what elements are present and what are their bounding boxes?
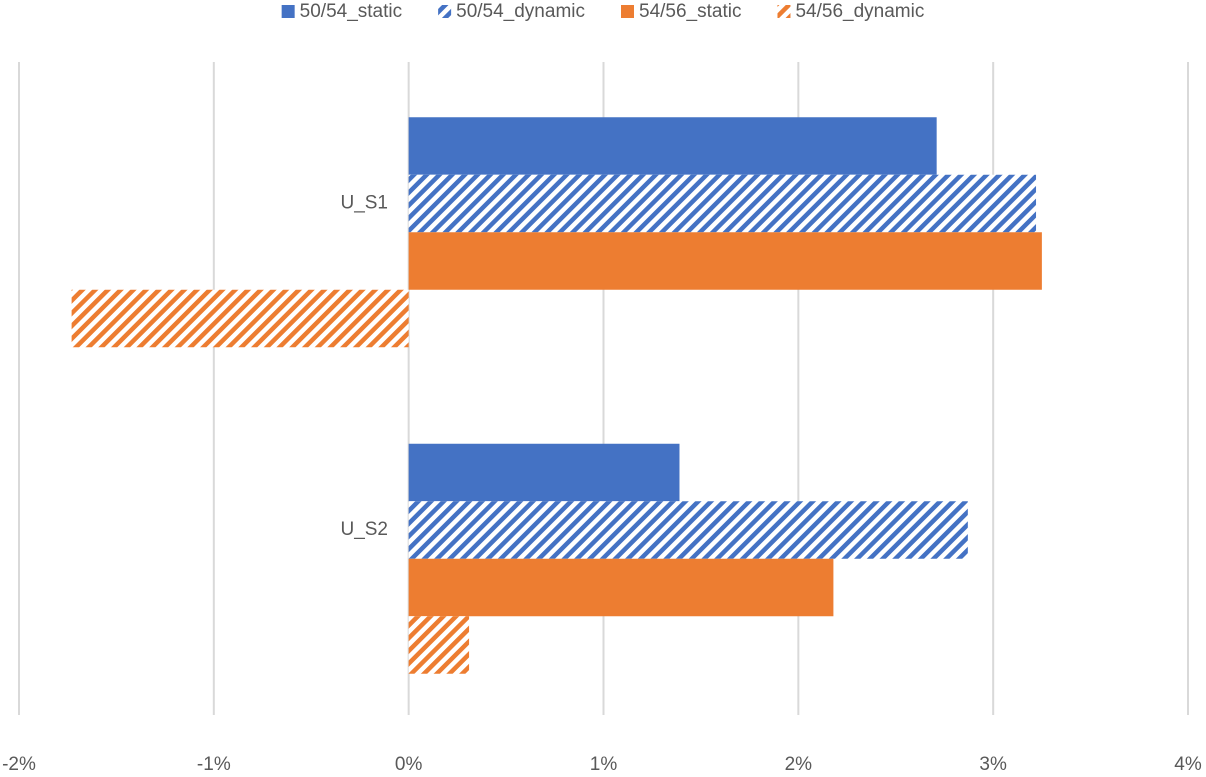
bar	[408, 174, 1037, 233]
legend-label: 54/56_static	[639, 1, 741, 22]
bar	[408, 443, 680, 502]
legend-marker	[777, 5, 791, 18]
legend-marker	[438, 5, 452, 18]
bar	[408, 616, 470, 674]
bar	[408, 501, 968, 559]
legend-marker	[281, 5, 295, 18]
bar	[408, 117, 937, 175]
bar	[71, 289, 409, 348]
x-tick-label: 3%	[979, 754, 1007, 772]
legend-label: 50/54_static	[300, 1, 402, 22]
x-tick-label: -2%	[2, 754, 36, 772]
legend-marker	[621, 5, 634, 18]
bar	[408, 558, 834, 617]
legend-label: 54/56_dynamic	[795, 1, 924, 22]
y-tick-label: U_S2	[340, 519, 388, 540]
y-tick-label: U_S1	[340, 192, 388, 213]
x-tick-label: 1%	[590, 754, 618, 772]
bar	[408, 232, 1042, 290]
legend-label: 50/54_dynamic	[456, 1, 585, 22]
x-tick-label: 4%	[1174, 754, 1202, 772]
x-tick-label: 0%	[395, 754, 423, 772]
x-tick-label: 2%	[785, 754, 813, 772]
legend: 50/54_static 50/54_dynamic 54/56_static 54/…	[281, 1, 924, 22]
x-tick-label: -1%	[197, 754, 231, 772]
